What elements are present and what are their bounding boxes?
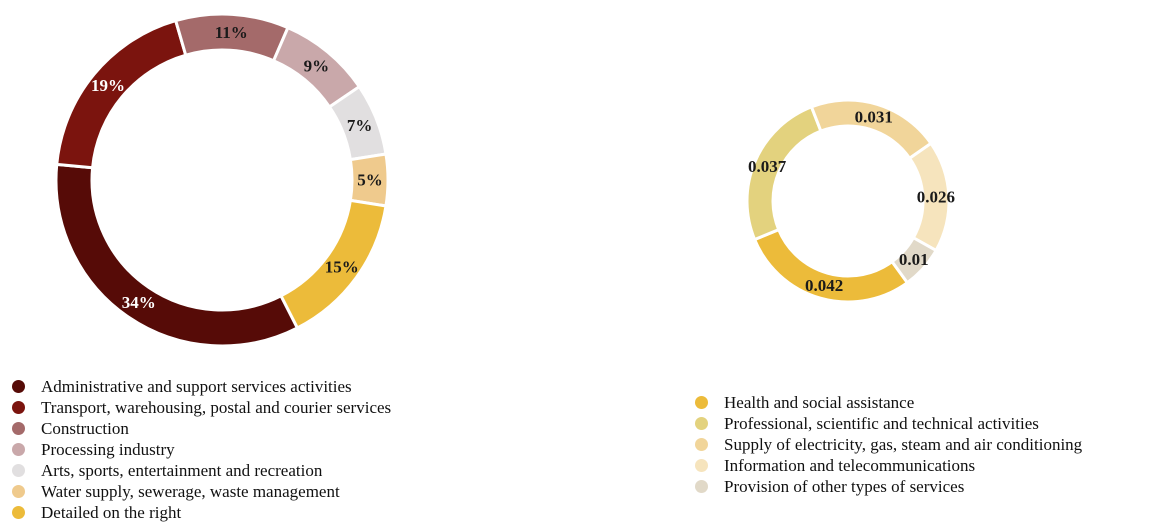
slice-value-label: 0.026 [917, 187, 955, 206]
legend-label: Administrative and support services acti… [41, 376, 352, 396]
legend-item: Processing industry [12, 439, 391, 460]
legend-item: Detailed on the right [12, 502, 391, 523]
legend-swatch [12, 443, 25, 456]
slice-value-label: 9% [304, 56, 330, 75]
legend-label: Processing industry [41, 439, 175, 459]
legend-label: Health and social assistance [724, 392, 915, 412]
legend-swatch [12, 464, 25, 477]
slice-value-label: 34% [122, 293, 156, 312]
legend-item: Transport, warehousing, postal and couri… [12, 397, 391, 418]
legend-label: Information and telecommunications [724, 455, 976, 475]
slice-value-label: 15% [325, 257, 359, 276]
donut-slice [279, 198, 388, 330]
legend-item: Supply of electricity, gas, steam and ai… [695, 434, 1082, 455]
legend-item: Construction [12, 418, 391, 439]
legend-label: Transport, warehousing, postal and couri… [41, 397, 392, 417]
donut-chart-right: 0.042 0.037 0.031 0.026 0.01 [745, 98, 955, 304]
legend-swatch [12, 380, 25, 393]
legend-label: Arts, sports, entertainment and recreati… [41, 460, 323, 480]
slice-value-label: 19% [91, 76, 125, 95]
legend-label: Provision of other types of services [724, 476, 965, 496]
legend-left: Administrative and support services acti… [12, 376, 391, 523]
slice-value-label: 5% [357, 171, 383, 190]
legend-item: Health and social assistance [695, 392, 1082, 413]
legend-item: Administrative and support services acti… [12, 376, 391, 397]
legend-swatch [12, 506, 25, 519]
slice-value-label: 0.037 [748, 157, 787, 176]
slice-value-label: 7% [347, 116, 373, 135]
slice-value-label: 0.042 [805, 276, 843, 295]
legend-label: Supply of electricity, gas, steam and ai… [724, 434, 1083, 454]
legend-swatch [12, 401, 25, 414]
legend-item: Information and telecommunications [695, 455, 1082, 476]
legend-swatch [695, 459, 708, 472]
legend-item: Professional, scientific and technical a… [695, 413, 1082, 434]
slice-value-label: 0.031 [855, 107, 893, 126]
charts-canvas: 34%19%11%9%7%5%15% 0.0420.0370.0310.0260… [54, 12, 955, 348]
legend-label: Construction [41, 418, 129, 438]
legend-item: Water supply, sewerage, waste management [12, 481, 391, 502]
donut-chart-left: 34% 19% 11% 9% 7% 5% 15% [54, 12, 390, 348]
donut-slice [889, 235, 939, 285]
legend-swatch [695, 438, 708, 451]
legend-label: Water supply, sewerage, waste management [41, 481, 340, 501]
legend-item: Arts, sports, entertainment and recreati… [12, 460, 391, 481]
legend-swatch [12, 485, 25, 498]
slice-value-label: 11% [215, 23, 248, 42]
legend-right: Health and social assistance Professional… [695, 392, 1082, 497]
legend-swatch [695, 417, 708, 430]
donut-slice [54, 162, 300, 348]
legend-swatch [12, 422, 25, 435]
legend-label: Professional, scientific and technical a… [724, 413, 1039, 433]
slice-value-label: 0.01 [899, 250, 929, 269]
legend-swatch [695, 396, 708, 409]
legend-item: Provision of other types of services [695, 476, 1082, 497]
legend-label: Detailed on the right [41, 502, 182, 522]
legend-swatch [695, 480, 708, 493]
